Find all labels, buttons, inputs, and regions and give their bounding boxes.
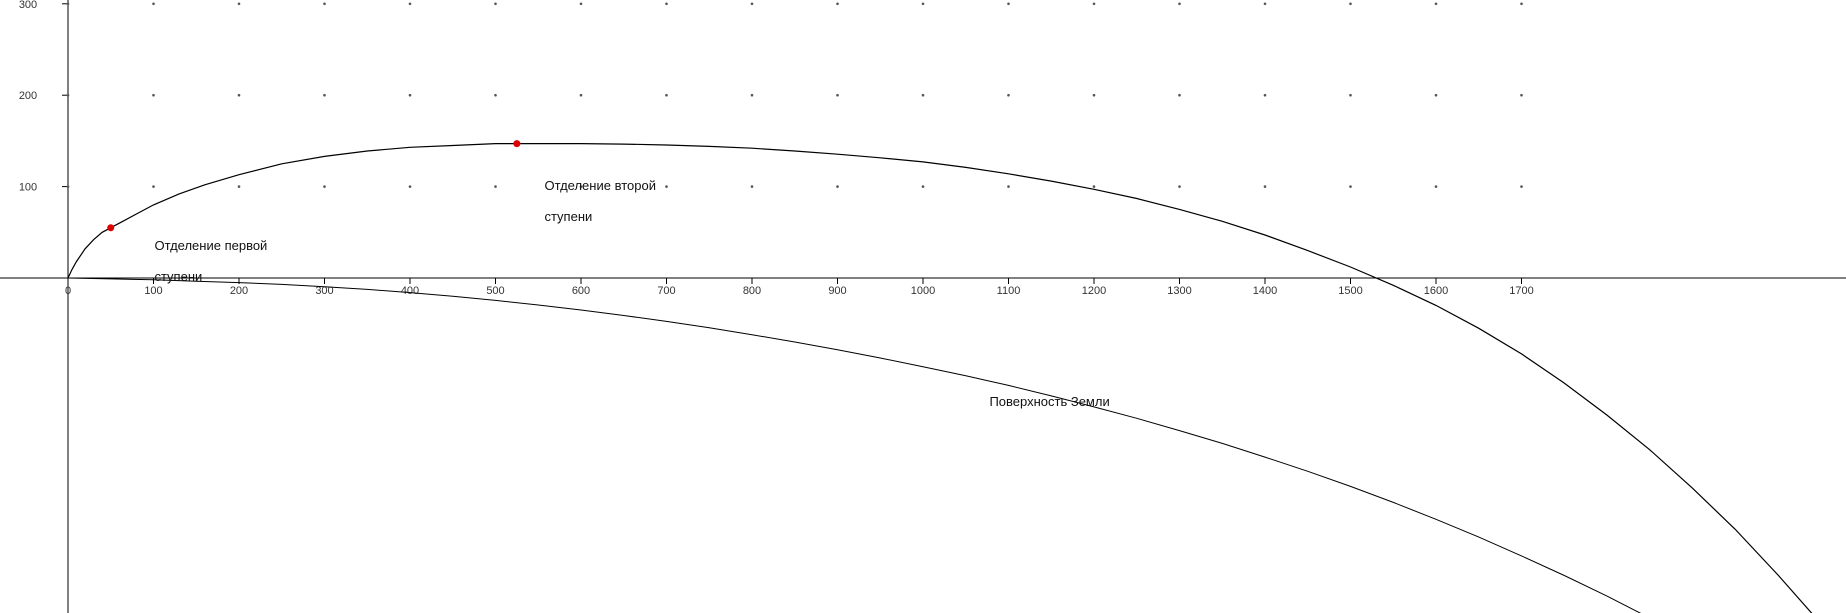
grid-dot bbox=[409, 185, 412, 188]
grid-dot bbox=[238, 94, 241, 97]
grid-dot bbox=[1264, 3, 1267, 6]
grid-dot bbox=[323, 94, 326, 97]
grid-dot bbox=[836, 3, 839, 6]
grid-dot bbox=[323, 3, 326, 6]
stage1-separation-marker bbox=[107, 224, 114, 231]
grid-dot bbox=[1007, 3, 1010, 6]
grid-dot bbox=[580, 94, 583, 97]
grid-dot bbox=[1178, 3, 1181, 6]
grid-dot bbox=[494, 3, 497, 6]
grid-dot bbox=[1093, 185, 1096, 188]
grid-dot bbox=[323, 185, 326, 188]
earth-surface-label: Поверхность Земли bbox=[975, 378, 1110, 425]
grid-dot bbox=[409, 94, 412, 97]
grid-dot bbox=[836, 94, 839, 97]
x-tick-label: 800 bbox=[743, 285, 761, 297]
grid-dot bbox=[836, 185, 839, 188]
trajectory-curve bbox=[68, 144, 1821, 613]
stage1-label-line2: ступени bbox=[154, 269, 202, 284]
x-tick-label: 1000 bbox=[911, 285, 935, 297]
stage1-separation-label: Отделение первой ступени bbox=[140, 222, 267, 300]
x-tick-label: 700 bbox=[657, 285, 675, 297]
x-tick-label: 1200 bbox=[1082, 285, 1106, 297]
grid-dot bbox=[1178, 94, 1181, 97]
grid-dot bbox=[1435, 185, 1438, 188]
y-tick-label: 100 bbox=[19, 182, 37, 194]
grid-dot bbox=[1093, 94, 1096, 97]
grid-dot bbox=[1264, 94, 1267, 97]
trajectory-chart: 0 100 200 300 400 500 600 700 800 900 1000 1100 1200… bbox=[0, 0, 1846, 613]
stage2-label-line1: Отделение второй bbox=[544, 178, 656, 193]
grid-dot bbox=[751, 3, 754, 6]
x-tick-label: 500 bbox=[486, 285, 504, 297]
grid-dot bbox=[1520, 94, 1523, 97]
grid-dot bbox=[1093, 3, 1096, 6]
grid-dot bbox=[1007, 94, 1010, 97]
x-tick-label: 1100 bbox=[997, 285, 1021, 297]
x-tick-label: 0 bbox=[65, 285, 71, 297]
grid-dot bbox=[1520, 185, 1523, 188]
grid-dot bbox=[67, 94, 70, 97]
x-tick-label: 900 bbox=[828, 285, 846, 297]
grid-dot bbox=[152, 3, 155, 6]
grid-dot bbox=[922, 94, 925, 97]
stage1-label-line1: Отделение первой bbox=[154, 238, 267, 253]
y-tick-label: 300 bbox=[19, 0, 37, 11]
stage2-separation-label: Отделение второй ступени bbox=[530, 162, 656, 240]
grid-dot bbox=[1435, 94, 1438, 97]
grid-dot bbox=[238, 185, 241, 188]
grid-dot bbox=[751, 94, 754, 97]
earth-label-text: Поверхность Земли bbox=[989, 394, 1109, 409]
grid-dot bbox=[409, 3, 412, 6]
grid-dot bbox=[665, 3, 668, 6]
x-tick-label: 1600 bbox=[1424, 285, 1448, 297]
grid-dot bbox=[922, 3, 925, 6]
x-tick-label: 1700 bbox=[1509, 285, 1533, 297]
grid-dot bbox=[665, 94, 668, 97]
grid-dot bbox=[152, 185, 155, 188]
earth-surface-curve bbox=[68, 278, 1846, 613]
grid-dot bbox=[751, 185, 754, 188]
grid-dot bbox=[580, 3, 583, 6]
grid-dot bbox=[494, 185, 497, 188]
grid-dot bbox=[238, 3, 241, 6]
grid-dot bbox=[494, 94, 497, 97]
y-tick-label: 200 bbox=[19, 90, 37, 102]
x-tick-label: 1400 bbox=[1253, 285, 1277, 297]
grid-dot bbox=[1349, 94, 1352, 97]
grid-dot bbox=[922, 185, 925, 188]
grid-dot bbox=[1520, 3, 1523, 6]
grid-dot bbox=[1435, 3, 1438, 6]
x-tick-label: 1300 bbox=[1167, 285, 1191, 297]
grid-dot bbox=[1007, 185, 1010, 188]
stage2-separation-marker bbox=[513, 140, 520, 147]
grid-dot bbox=[1349, 3, 1352, 6]
stage2-label-line2: ступени bbox=[544, 209, 592, 224]
chart-svg: 0 100 200 300 400 500 600 700 800 900 1000 1100 1200… bbox=[0, 0, 1846, 613]
x-tick-label: 600 bbox=[572, 285, 590, 297]
grid-dot bbox=[67, 185, 70, 188]
x-tick-label: 400 bbox=[401, 285, 419, 297]
grid-dot bbox=[665, 185, 668, 188]
grid-dot bbox=[1178, 185, 1181, 188]
grid-dot bbox=[1349, 185, 1352, 188]
grid-dot bbox=[67, 3, 70, 6]
x-tick-label: 1500 bbox=[1338, 285, 1362, 297]
grid-dot bbox=[1264, 185, 1267, 188]
grid-dot bbox=[152, 94, 155, 97]
